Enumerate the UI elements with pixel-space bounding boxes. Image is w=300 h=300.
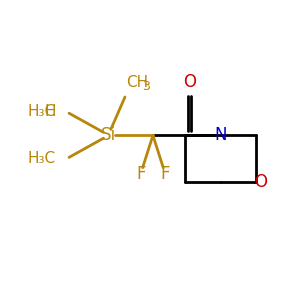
Text: Si: Si	[101, 126, 116, 144]
Text: N: N	[214, 126, 227, 144]
Text: O: O	[183, 73, 196, 91]
Text: CH: CH	[126, 75, 148, 90]
Text: O: O	[254, 173, 267, 191]
Text: F: F	[160, 165, 169, 183]
Text: H: H	[44, 104, 56, 119]
Text: F: F	[136, 165, 146, 183]
Text: H₃C: H₃C	[28, 104, 56, 119]
Text: H₃C: H₃C	[28, 151, 56, 166]
Text: 3: 3	[142, 80, 150, 93]
